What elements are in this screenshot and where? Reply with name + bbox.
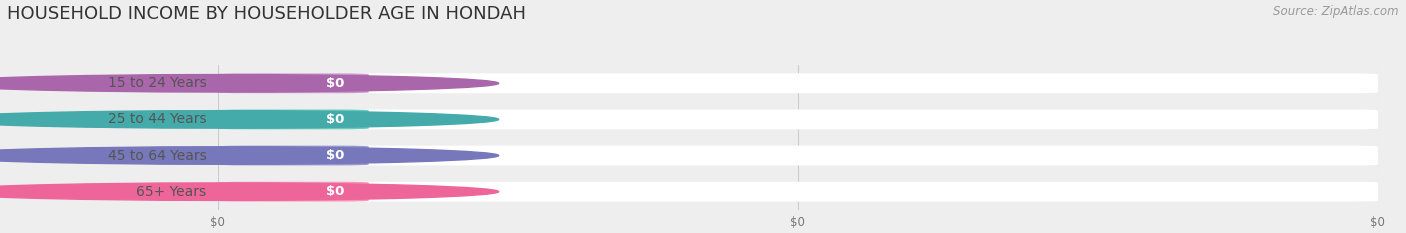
Text: $0: $0 — [326, 149, 344, 162]
FancyBboxPatch shape — [218, 146, 368, 165]
Circle shape — [0, 111, 499, 128]
Text: 25 to 44 Years: 25 to 44 Years — [108, 112, 207, 127]
Text: $0: $0 — [1371, 216, 1385, 229]
Circle shape — [0, 183, 499, 200]
Text: $0: $0 — [326, 77, 344, 90]
Text: HOUSEHOLD INCOME BY HOUSEHOLDER AGE IN HONDAH: HOUSEHOLD INCOME BY HOUSEHOLDER AGE IN H… — [7, 5, 526, 23]
Text: $0: $0 — [326, 185, 344, 198]
Text: $0: $0 — [790, 216, 806, 229]
FancyBboxPatch shape — [218, 146, 1378, 165]
Circle shape — [0, 147, 499, 164]
Circle shape — [0, 75, 499, 92]
Text: Source: ZipAtlas.com: Source: ZipAtlas.com — [1274, 5, 1399, 18]
FancyBboxPatch shape — [218, 110, 1378, 129]
Text: 15 to 24 Years: 15 to 24 Years — [108, 76, 207, 90]
FancyBboxPatch shape — [218, 73, 1378, 93]
FancyBboxPatch shape — [218, 182, 1378, 202]
Text: 45 to 64 Years: 45 to 64 Years — [108, 148, 207, 163]
FancyBboxPatch shape — [218, 182, 368, 202]
Text: $0: $0 — [326, 113, 344, 126]
FancyBboxPatch shape — [218, 73, 368, 93]
FancyBboxPatch shape — [218, 110, 368, 129]
Text: $0: $0 — [211, 216, 225, 229]
Text: 65+ Years: 65+ Years — [136, 185, 207, 199]
